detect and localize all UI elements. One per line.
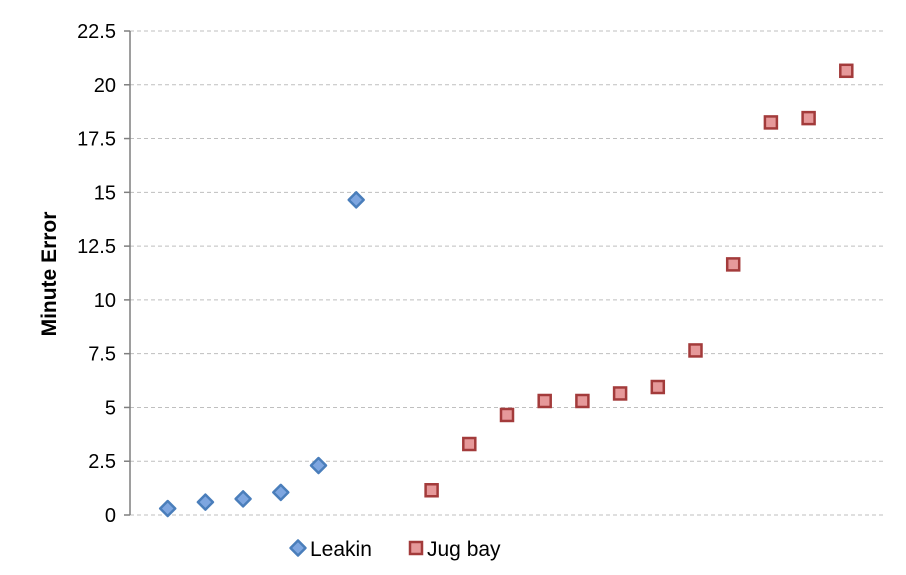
y-tick-label: 12.5 xyxy=(77,236,116,258)
data-point-jug-bay xyxy=(575,393,590,409)
data-point-leakin xyxy=(158,499,177,518)
legend-item-jug-bay: Jug bay xyxy=(408,538,501,561)
legend-label-leakin: Leakin xyxy=(310,538,372,561)
data-point-jug-bay xyxy=(424,483,439,498)
y-axis-ticks: 0 2.5 5 7.5 10 12.5 15 17.5 20 22.5 xyxy=(77,21,130,527)
data-point-leakin xyxy=(347,191,365,209)
data-point-leakin xyxy=(309,456,328,475)
data-point-jug-bay xyxy=(499,407,515,423)
y-tick-label: 10 xyxy=(94,290,116,312)
data-point-jug-bay xyxy=(763,115,779,130)
legend-marker-leakin xyxy=(289,539,307,557)
series-jug-bay xyxy=(424,63,854,498)
y-tick-label: 5 xyxy=(105,397,116,419)
grid-lines xyxy=(130,30,884,516)
y-tick-label: 15 xyxy=(94,182,116,204)
y-tick-label: 20 xyxy=(94,75,116,97)
data-point-jug-bay xyxy=(537,393,552,409)
legend-marker-shape xyxy=(289,539,307,557)
y-axis-title: Minute Error xyxy=(38,212,61,337)
data-point-jug-bay xyxy=(725,257,741,272)
y-tick-label: 0 xyxy=(105,505,116,527)
y-tick-label: 17.5 xyxy=(77,129,116,151)
legend-item-leakin: Leakin xyxy=(289,538,372,561)
data-point-jug-bay xyxy=(801,110,816,126)
data-point-leakin xyxy=(272,483,290,502)
y-tick-label: 7.5 xyxy=(88,344,116,366)
data-point-jug-bay xyxy=(688,343,703,358)
data-point-leakin xyxy=(234,490,252,508)
y-tick-label: 2.5 xyxy=(88,451,116,473)
legend-marker-shape xyxy=(408,540,424,556)
legend: Leakin Jug bay xyxy=(289,538,501,561)
data-point-jug-bay xyxy=(612,386,628,401)
data-point-jug-bay xyxy=(650,379,666,395)
data-point-leakin xyxy=(196,493,215,511)
series-leakin xyxy=(158,191,365,518)
data-points xyxy=(158,63,854,518)
legend-marker-jug-bay xyxy=(408,540,424,556)
y-tick-label: 22.5 xyxy=(77,21,116,43)
data-point-jug-bay xyxy=(839,63,854,79)
legend-label-jug-bay: Jug bay xyxy=(427,538,501,561)
data-point-jug-bay xyxy=(462,436,477,452)
